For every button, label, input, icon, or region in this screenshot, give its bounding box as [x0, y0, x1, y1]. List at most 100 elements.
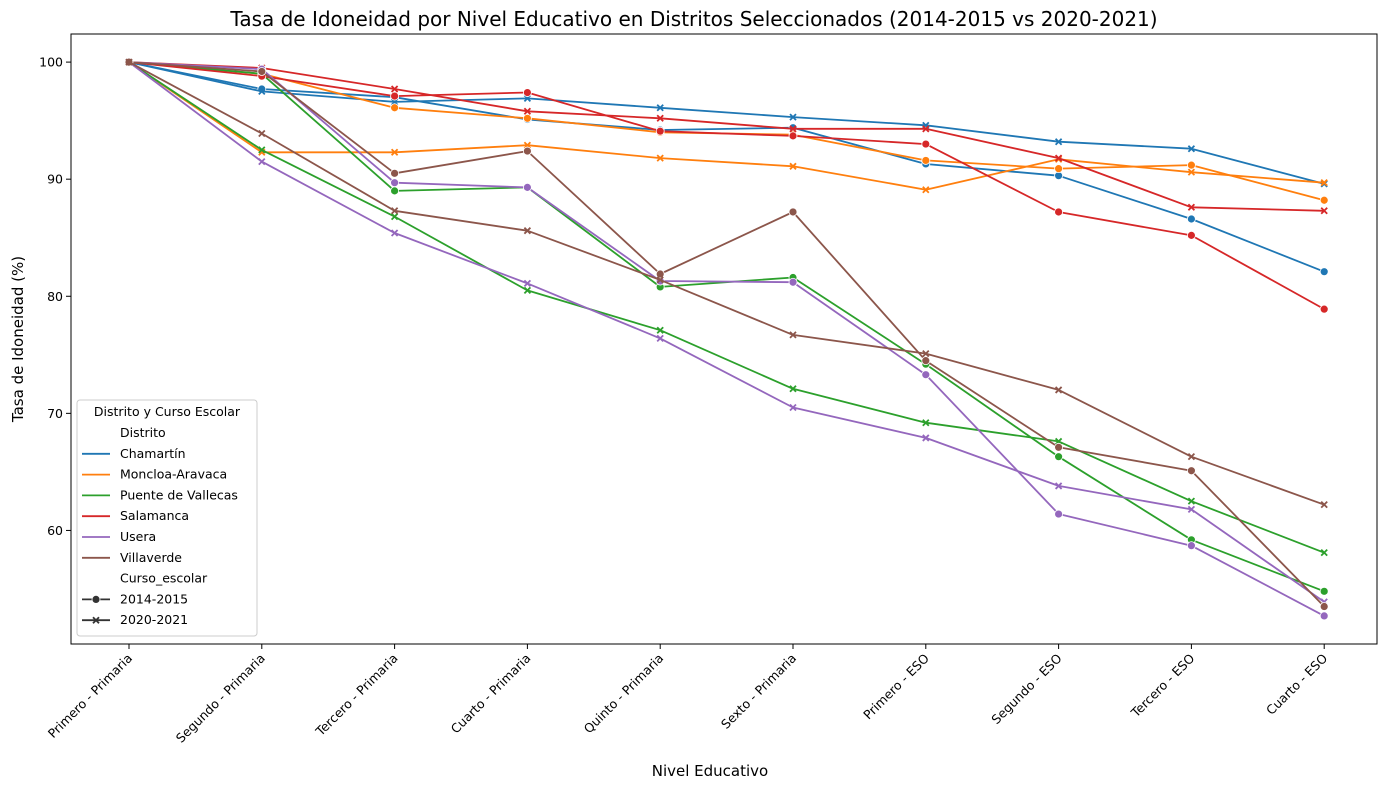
legend-label: Usera [120, 529, 156, 544]
legend-label: Puente de Vallecas [120, 487, 238, 502]
data-point [1187, 168, 1196, 176]
data-point [788, 207, 798, 217]
data-point [523, 227, 532, 235]
legend-frame [76, 399, 258, 637]
data-point [258, 129, 266, 138]
legend-item: Villaverde [82, 550, 182, 565]
data-point [921, 139, 931, 149]
data-point [390, 148, 399, 156]
y-tick-label: 70 [47, 406, 63, 421]
legend-label: 2020-2021 [120, 612, 188, 627]
data-point [390, 85, 399, 93]
series-usera-2020-2021 [125, 58, 1328, 606]
series-line [128, 61, 1325, 554]
data-point [523, 279, 532, 288]
data-point [1320, 179, 1328, 187]
data-point [1187, 541, 1196, 551]
legend-item: Chamartín [82, 446, 186, 461]
series-line [128, 61, 1325, 617]
data-point [656, 326, 664, 334]
data-point [788, 277, 798, 287]
x-tick-label: Tercero - ESO [1127, 650, 1197, 720]
chart-title: Tasa de Idoneidad por Nivel Educativo en… [229, 7, 1157, 31]
y-tick-label: 100 [39, 55, 63, 70]
data-point [1187, 160, 1196, 170]
x-tick-label: Cuarto - ESO [1263, 650, 1330, 717]
series-moncloa-aravaca-2014-2015 [124, 57, 1329, 205]
data-point [1187, 214, 1196, 224]
data-point [1319, 602, 1329, 611]
data-point [789, 162, 797, 170]
data-point [258, 87, 266, 96]
legend-label: Villaverde [120, 550, 182, 565]
data-point [1319, 304, 1329, 314]
legend-hue-title: Distrito [120, 425, 166, 440]
legend-item: Puente de Vallecas [82, 487, 238, 502]
legend: Distrito y Curso Escolar Distrito Chamartí… [76, 399, 258, 637]
data-point [1054, 138, 1063, 146]
x-tick-label: Cuarto - Primaria [448, 651, 534, 737]
data-point [789, 125, 797, 133]
data-point [390, 207, 399, 215]
legend-item: Usera [82, 529, 156, 544]
data-point [1187, 145, 1196, 153]
series-line [128, 61, 1325, 273]
series-line [128, 61, 1325, 212]
data-point [922, 125, 930, 133]
data-point [1054, 386, 1063, 394]
data-point [125, 58, 133, 66]
data-point [1187, 497, 1196, 505]
data-point [1054, 482, 1063, 490]
legend-label: Salamanca [120, 508, 189, 523]
data-point [523, 286, 532, 295]
data-point [390, 103, 400, 113]
plot-frame [70, 33, 1378, 645]
data-point [1320, 207, 1328, 215]
data-point [922, 419, 930, 427]
data-point [1187, 203, 1196, 211]
data-point [1054, 442, 1063, 452]
y-tick-label: 80 [47, 289, 63, 304]
legend-label: 2014-2015 [120, 591, 188, 606]
series-line [128, 61, 1325, 593]
data-point [523, 113, 532, 123]
x-axis: Primero - Primaria Segundo - Primaria Terc… [45, 644, 1330, 746]
y-axis: 60 70 80 90 100 [39, 55, 71, 538]
data-point [921, 370, 931, 380]
data-point [258, 146, 266, 154]
data-point [922, 349, 930, 358]
data-point [922, 434, 930, 442]
legend-item: Moncloa-Aravaca [82, 467, 227, 482]
data-point [1319, 611, 1329, 621]
legend-item: 2014-2015 [82, 591, 188, 606]
data-point [257, 67, 267, 76]
data-point [789, 331, 797, 339]
data-point [789, 403, 797, 412]
data-point [922, 186, 930, 194]
legend-marker [92, 616, 100, 624]
data-point [1319, 586, 1329, 596]
series-moncloa-aravaca-2020-2021 [125, 58, 1328, 194]
data-point [523, 88, 532, 97]
series-villaverde-2020-2021 [125, 58, 1328, 509]
series-line [128, 61, 1325, 608]
data-point [1187, 230, 1196, 240]
data-point [1319, 195, 1329, 205]
series-villaverde-2014-2015 [124, 57, 1329, 611]
data-point [1320, 501, 1328, 509]
data-point [1320, 549, 1328, 557]
x-tick-label: Segundo - ESO [988, 650, 1065, 727]
legend-title: Distrito y Curso Escolar [94, 404, 241, 419]
y-tick-label: 90 [47, 172, 63, 187]
x-tick-label: Sexto - Primaria [718, 651, 799, 732]
x-axis-label: Nivel Educativo [652, 762, 768, 780]
legend-item: 2020-2021 [82, 612, 188, 627]
data-point [523, 182, 532, 192]
data-point [921, 156, 931, 165]
data-point [390, 168, 400, 178]
data-point [1054, 164, 1063, 174]
data-point [921, 356, 931, 366]
data-point [655, 126, 665, 136]
series-line [128, 61, 1325, 603]
series-line [128, 61, 1325, 310]
